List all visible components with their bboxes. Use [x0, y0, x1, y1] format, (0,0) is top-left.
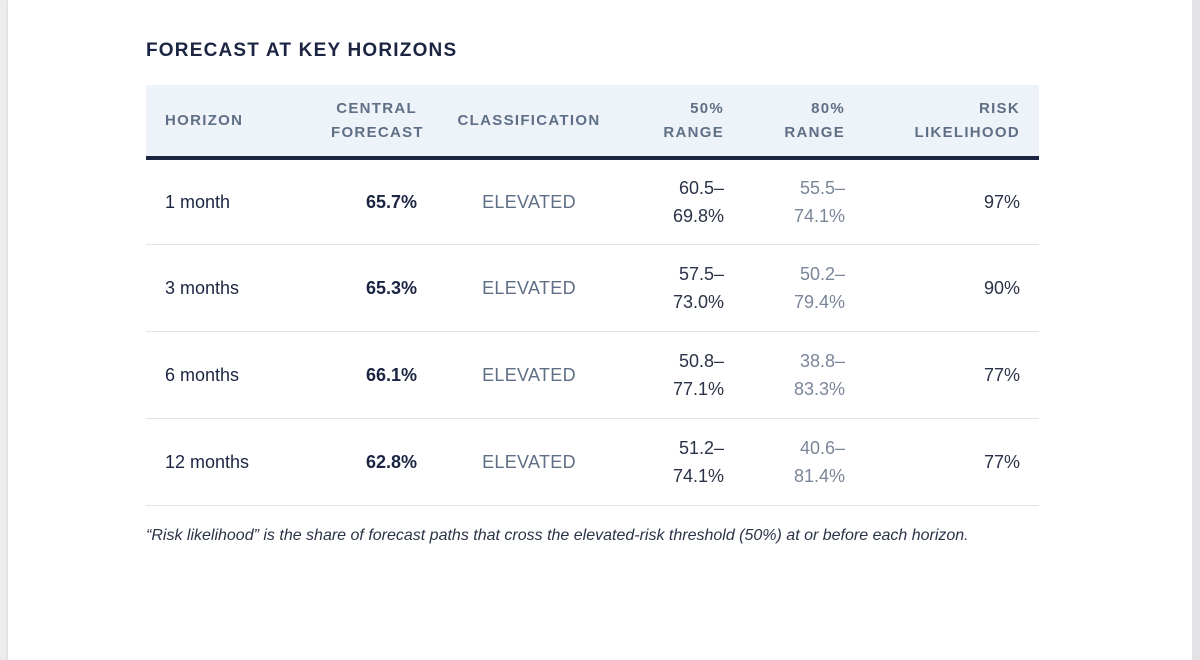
range-80-high: 83.3% — [793, 378, 845, 399]
forecast-table: HORIZON CENTRAL FORECAST CLASSIFICATION … — [146, 85, 1039, 506]
range-80-cell: 50.2– 79.4% — [743, 244, 864, 332]
table-row: 3 months 65.3% ELEVATED 57.5– 73.0% 50.2… — [146, 244, 1039, 332]
range-80-low: 38.8– — [799, 350, 845, 371]
column-header-risk-likelihood: RISK LIKELIHOOD — [864, 85, 1039, 160]
risk-likelihood-cell: 90% — [864, 244, 1039, 332]
column-header-50-range: 50% RANGE — [622, 85, 743, 160]
range-80-low: 55.5– — [799, 177, 845, 198]
column-header-50-range-line1: 50% — [690, 99, 724, 117]
column-header-horizon-label: HORIZON — [165, 111, 244, 129]
column-header-80-range-line1: 80% — [811, 99, 845, 117]
horizon-cell: 12 months — [146, 418, 312, 506]
range-50-high: 69.8% — [672, 205, 724, 226]
column-header-risk-likelihood-line2: LIKELIHOOD — [914, 123, 1020, 141]
range-80-low: 50.2– — [799, 263, 845, 284]
table-row: 1 month 65.7% ELEVATED 60.5– 69.8% 55.5–… — [146, 158, 1039, 245]
range-50-high: 74.1% — [672, 465, 724, 486]
range-80-high: 74.1% — [793, 205, 845, 226]
column-header-central-forecast: CENTRAL FORECAST — [312, 85, 436, 160]
column-header-central-forecast-line2: FORECAST — [331, 123, 424, 141]
range-50-cell: 57.5– 73.0% — [622, 244, 743, 332]
range-50-cell: 51.2– 74.1% — [622, 418, 743, 506]
horizon-cell: 3 months — [146, 244, 312, 332]
range-50-cell: 50.8– 77.1% — [622, 331, 743, 419]
table-row: 6 months 66.1% ELEVATED 50.8– 77.1% 38.8… — [146, 331, 1039, 419]
column-header-80-range-line2: RANGE — [784, 123, 845, 141]
horizon-cell: 6 months — [146, 331, 312, 419]
column-header-80-range: 80% RANGE — [743, 85, 864, 160]
table-row: 12 months 62.8% ELEVATED 51.2– 74.1% 40.… — [146, 418, 1039, 506]
central-forecast-cell: 65.3% — [312, 244, 436, 332]
risk-likelihood-cell: 77% — [864, 331, 1039, 419]
central-forecast-cell: 62.8% — [312, 418, 436, 506]
section-title: FORECAST AT KEY HORIZONS — [146, 40, 458, 61]
range-80-high: 81.4% — [793, 465, 845, 486]
range-50-low: 50.8– — [678, 350, 724, 371]
column-header-risk-likelihood-line1: RISK — [978, 99, 1020, 117]
range-50-cell: 60.5– 69.8% — [622, 158, 743, 245]
range-80-cell: 40.6– 81.4% — [743, 418, 864, 506]
column-header-horizon: HORIZON — [146, 85, 312, 160]
table-header-row: HORIZON CENTRAL FORECAST CLASSIFICATION … — [146, 85, 1039, 160]
range-50-low: 60.5– — [678, 177, 724, 198]
range-80-low: 40.6– — [799, 437, 845, 458]
classification-cell: ELEVATED — [436, 244, 622, 332]
column-header-central-forecast-line1: CENTRAL — [336, 99, 417, 117]
range-50-low: 51.2– — [678, 437, 724, 458]
central-forecast-cell: 65.7% — [312, 158, 436, 245]
risk-likelihood-cell: 77% — [864, 418, 1039, 506]
risk-likelihood-cell: 97% — [864, 158, 1039, 245]
column-header-50-range-line2: RANGE — [663, 123, 724, 141]
classification-cell: ELEVATED — [436, 158, 622, 245]
classification-cell: ELEVATED — [436, 418, 622, 506]
page-edge — [1192, 0, 1200, 660]
column-header-classification: CLASSIFICATION — [436, 85, 622, 160]
central-forecast-cell: 66.1% — [312, 331, 436, 419]
column-header-classification-label: CLASSIFICATION — [457, 111, 601, 129]
range-80-cell: 38.8– 83.3% — [743, 331, 864, 419]
range-50-high: 73.0% — [672, 291, 724, 312]
range-80-cell: 55.5– 74.1% — [743, 158, 864, 245]
classification-cell: ELEVATED — [436, 331, 622, 419]
range-50-high: 77.1% — [672, 378, 724, 399]
footnote: “Risk likelihood” is the share of foreca… — [146, 527, 969, 544]
range-80-high: 79.4% — [793, 291, 845, 312]
range-50-low: 57.5– — [678, 263, 724, 284]
horizon-cell: 1 month — [146, 158, 312, 245]
